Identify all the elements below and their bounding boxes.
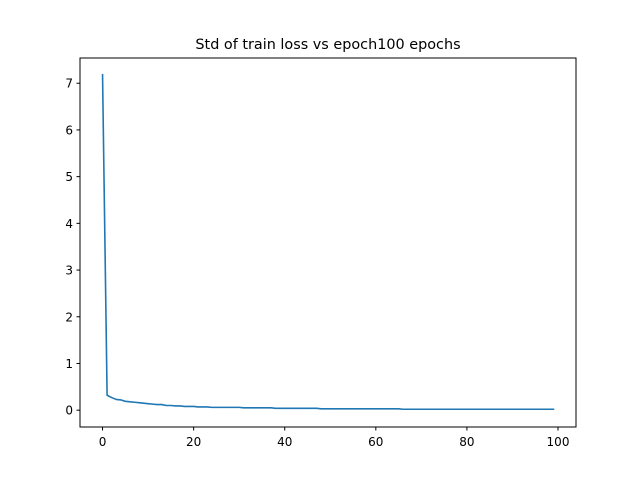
y-tick-label: 7: [65, 77, 73, 91]
chart-title: Std of train loss vs epoch100 epochs: [195, 37, 460, 53]
y-tick-label: 6: [65, 123, 73, 137]
x-tick-label: 20: [186, 435, 201, 449]
x-tick-label: 60: [368, 435, 383, 449]
x-tick-label: 100: [547, 435, 570, 449]
x-axis: 0 20 40 60 80 100: [99, 427, 570, 449]
x-tick-label: 0: [99, 435, 107, 449]
y-tick-label: 3: [65, 264, 73, 278]
x-tick-label: 40: [277, 435, 292, 449]
y-tick-label: 1: [65, 357, 73, 371]
y-tick-label: 5: [65, 170, 73, 184]
series-line: [101, 74, 555, 411]
x-tick-label: 80: [459, 435, 474, 449]
y-axis: 0 1 2 3 4 5 6 7: [65, 77, 80, 418]
y-tick-label: 2: [65, 310, 73, 324]
y-tick-label: 0: [65, 404, 73, 418]
axes-frame: [79, 57, 577, 428]
y-tick-label: 4: [65, 217, 73, 231]
